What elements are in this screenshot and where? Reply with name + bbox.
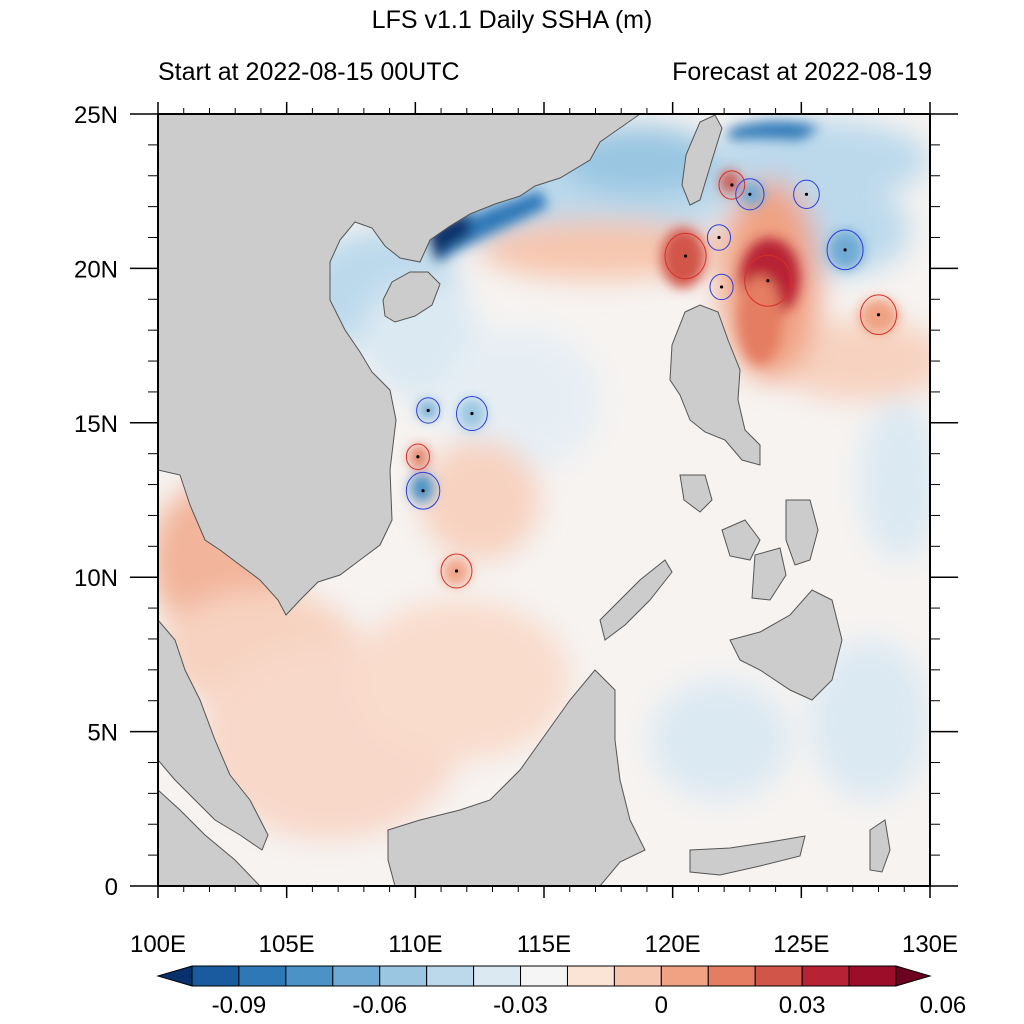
cyclonic-eddy-center [843, 248, 847, 252]
colorbar-box [566, 965, 615, 987]
x-tick-label: 105E [259, 931, 315, 958]
anticyclonic-eddy-center [876, 313, 881, 317]
cyclonic-eddy-center [804, 192, 809, 196]
land-mindoro [679, 474, 713, 513]
x-tick-label: 100E [130, 931, 186, 958]
colorbar-box [613, 965, 662, 987]
anticyclonic-eddy-outline [405, 443, 430, 471]
y-tick-label: 10N [74, 565, 118, 592]
land-malay-peninsula [158, 619, 269, 851]
anticyclonic-eddy-outline [664, 232, 707, 280]
colorbar-box [238, 965, 287, 987]
cyclonic-eddy-outline [709, 273, 734, 301]
anticyclonic-eddy-center [416, 455, 420, 459]
colorbar-box [520, 965, 568, 987]
forecast-time-label: Forecast at 2022-08-19 [672, 58, 932, 86]
colorbar-box [707, 965, 756, 987]
cyclonic-eddy-center [717, 235, 721, 240]
colorbar-box [801, 965, 850, 987]
anticyclonic-eddy-outline [860, 294, 898, 336]
cyclonic-eddy-outline [416, 397, 441, 424]
colorbar-min-triangle [156, 965, 193, 987]
colorbar-label: -0.03 [493, 992, 548, 1019]
land-samar [785, 499, 819, 566]
colorbar-box [379, 965, 428, 987]
x-tick-label: 115E [517, 931, 571, 958]
colorbar-label: 0 [655, 992, 668, 1019]
cyclonic-eddy-outline [456, 396, 488, 432]
colorbar-max-triangle [895, 965, 932, 987]
colorbar-label: -0.09 [212, 992, 267, 1019]
x-tick-label: 110E [388, 931, 442, 958]
anticyclonic-eddy-outline [718, 170, 746, 200]
anticyclonic-eddy-center [683, 254, 688, 258]
anticyclonic-eddy-center [454, 569, 459, 573]
y-tick-label: 5N [87, 720, 118, 747]
land-borneo [387, 669, 646, 886]
colorbar-box [191, 965, 240, 987]
land-sulawesi [689, 835, 806, 876]
colorbar-box [332, 965, 381, 987]
map-title: LFS v1.1 Daily SSHA (m) [371, 6, 653, 34]
colorbar-box [848, 965, 897, 987]
y-tick-label: 15N [74, 411, 118, 438]
cyclonic-eddy-center [748, 192, 752, 196]
land-asia-mainland [158, 114, 641, 616]
anticyclonic-eddy-outline [744, 254, 792, 307]
cyclonic-eddy-outline [826, 229, 864, 271]
colorbar-box [754, 965, 803, 987]
land-negros [751, 547, 787, 601]
land-taiwan [681, 114, 723, 206]
colorbar-box [660, 965, 709, 987]
colorbar-box [285, 965, 334, 987]
colorbar-label: 0.06 [920, 992, 967, 1019]
cyclonic-eddy-center [421, 489, 425, 493]
x-tick-label: 130E [902, 931, 958, 958]
land-halmahera [869, 819, 891, 873]
land-palawan [599, 559, 673, 641]
anticyclonic-eddy-outline [440, 553, 473, 589]
anticyclonic-eddy-center [766, 279, 770, 283]
cyclonic-eddy-outline [405, 471, 441, 510]
colorbar-label: 0.03 [779, 992, 826, 1019]
cyclonic-eddy-outline [735, 178, 765, 211]
cyclonic-eddy-outline [706, 224, 732, 251]
land-sumatra [158, 789, 261, 886]
ssha-field [158, 114, 930, 886]
start-time-label: Start at 2022-08-15 00UTC [158, 58, 460, 86]
colorbar-label: -0.06 [352, 992, 407, 1019]
y-tick-label: 20N [74, 256, 118, 283]
cyclonic-eddy-center [426, 408, 430, 413]
y-tick-label: 25N [74, 102, 118, 129]
cyclonic-eddy-center [470, 411, 474, 416]
colorbar-box [426, 965, 475, 987]
map-axes: 100E 105E 110E 115E 120E 125E 130E 0 5N 10N 15N 20N… [74, 102, 958, 958]
cyclonic-eddy-center [719, 285, 724, 289]
land-luzon [669, 304, 761, 466]
x-tick-label: 125E [773, 931, 829, 958]
land-hainan [382, 271, 441, 323]
eddy-markers [405, 170, 898, 589]
land-mindanao [729, 589, 843, 701]
x-tick-label: 120E [645, 931, 701, 958]
y-tick-label: 0 [105, 874, 118, 901]
land-panay [721, 519, 761, 561]
anticyclonic-eddy-center [730, 183, 734, 187]
land-masses [158, 114, 891, 886]
cyclonic-eddy-outline [793, 179, 820, 209]
colorbar-box [473, 965, 522, 987]
